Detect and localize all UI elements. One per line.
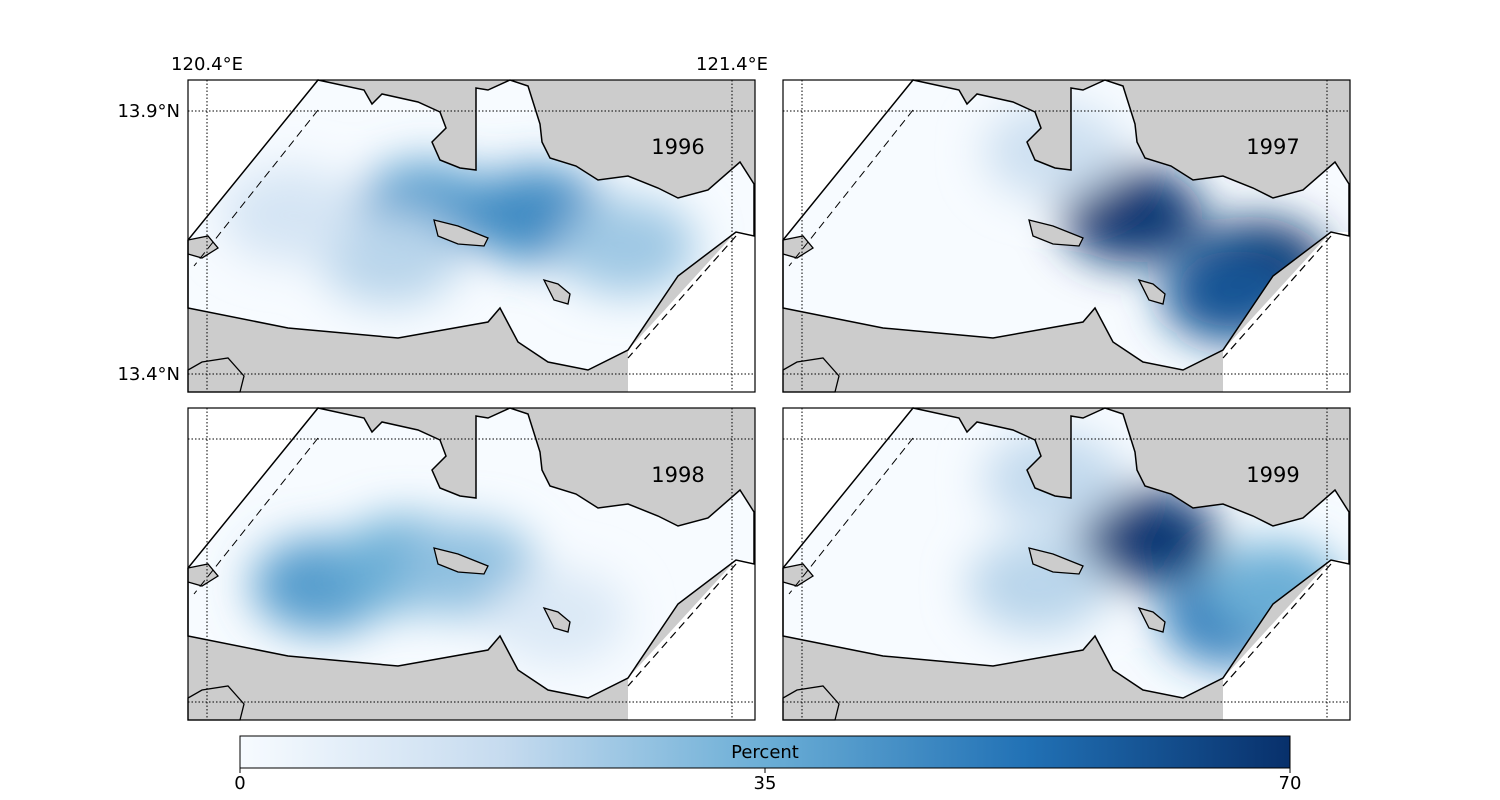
year-label: 1999 (1246, 463, 1299, 487)
hotspot-1996-4 (220, 166, 361, 263)
year-label: 1998 (651, 463, 704, 487)
colorbar-tick-0: 0 (234, 773, 245, 794)
map-panel-1999: 1999 (782, 407, 1351, 721)
hotspot-1996-2 (556, 198, 697, 295)
hotspot-1996-3 (320, 209, 461, 306)
hotspot-1999-0 (1077, 489, 1218, 586)
colorbar-label: Percent (731, 742, 799, 763)
map-panel-1998: 1998 (187, 407, 756, 721)
colorbar-tick-35: 35 (754, 773, 777, 794)
land-mass (783, 80, 1350, 392)
year-label: 1997 (1246, 135, 1299, 159)
colorbar-tick-70: 70 (1279, 773, 1302, 794)
colorbar-gradient (239, 735, 1291, 769)
map-panel-1996: 1996 (187, 79, 756, 393)
map-panel-1997: 1997 (782, 79, 1351, 393)
land-mass (188, 80, 755, 392)
lat-label-north: 13.9°N (117, 101, 180, 122)
lon-label-east: 121.4°E (696, 54, 768, 75)
lat-label-south: 13.4°N (117, 364, 180, 385)
land-mass (188, 408, 755, 720)
lon-label-west: 120.4°E (171, 54, 243, 75)
year-label: 1996 (651, 135, 704, 159)
colorbar: Percent 0 35 70 (234, 735, 1302, 794)
hotspot-1997-0 (1062, 166, 1203, 263)
land-mass (783, 408, 1350, 720)
